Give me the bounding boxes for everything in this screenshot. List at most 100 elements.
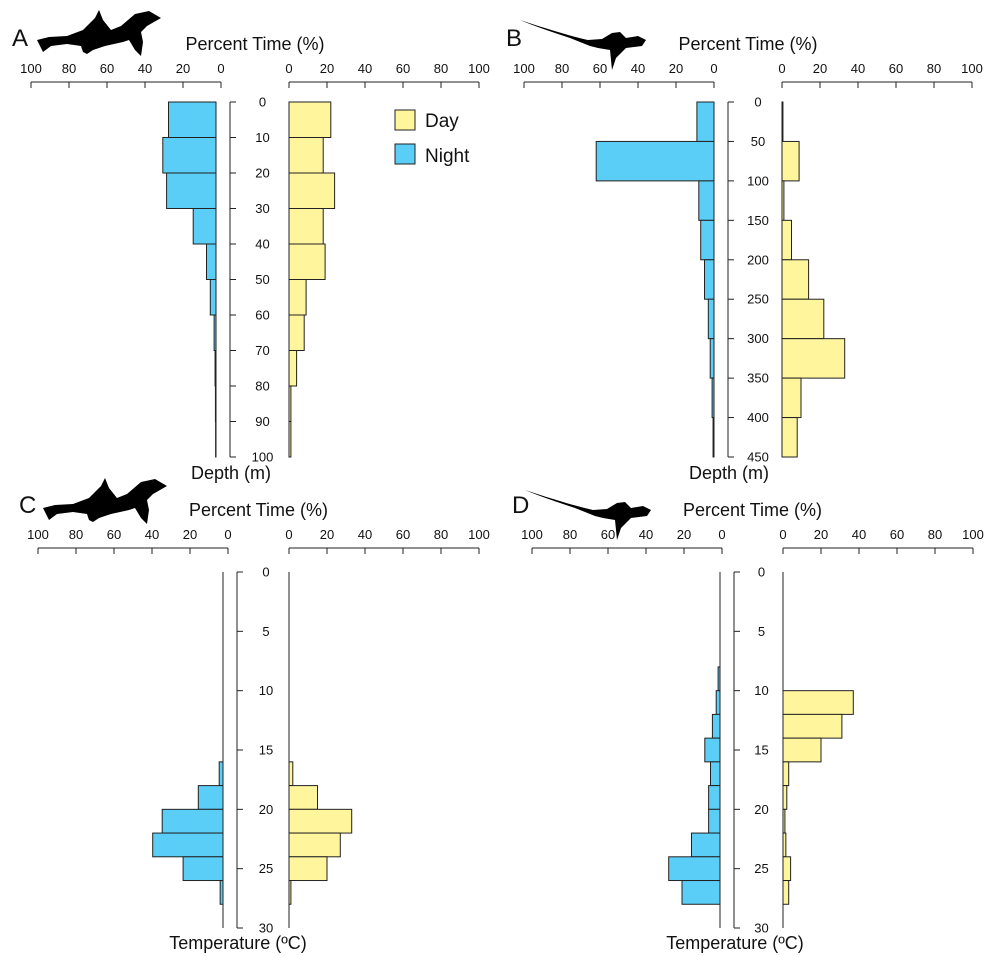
night-bar	[698, 180, 715, 221]
x-tick-label: 80	[69, 527, 83, 542]
x-axis-label: Percent Time (%)	[678, 34, 817, 54]
day-bar	[781, 101, 784, 142]
y-tick-label: 25	[259, 861, 273, 876]
night-bar	[710, 761, 721, 787]
y-tick-label: 70	[255, 343, 269, 358]
legend-day-label: Day	[425, 111, 459, 132]
y-tick-label: 30	[259, 921, 273, 936]
night-bar	[197, 785, 224, 810]
panel-b: B Percent Time (%) 0 20 40 60 80 100 0 20 40 60 80 10…	[506, 20, 983, 483]
night-bar	[707, 298, 715, 340]
x-tick-label: 20	[814, 527, 828, 542]
x-tick-label: 0	[285, 527, 292, 542]
night-bar	[218, 761, 224, 787]
x-tick-label: 60	[396, 527, 410, 542]
x-tick-label: 40	[631, 61, 645, 76]
thresher-shark-icon	[525, 490, 651, 540]
x-tick-label: 80	[434, 61, 448, 76]
x-tick-label: 20	[183, 527, 197, 542]
day-bar	[288, 243, 326, 280]
night-bar	[712, 417, 715, 458]
x-tick-label: 60	[889, 61, 903, 76]
y-tick-label: 80	[255, 379, 269, 394]
y-tick-label: 5	[262, 624, 269, 639]
panel-letter: D	[512, 492, 529, 519]
x-tick-label: 100	[962, 527, 984, 542]
night-bar	[206, 243, 217, 280]
night-bar	[168, 101, 217, 138]
day-bar	[288, 785, 318, 810]
night-bar	[219, 880, 224, 905]
day-bar	[781, 417, 798, 458]
panel-letter: B	[506, 25, 522, 52]
day-bar	[288, 832, 341, 858]
y-tick-label: 0	[262, 565, 269, 580]
y-tick-label: 40	[255, 237, 269, 252]
day-bar	[288, 350, 298, 387]
y-tick-label: 0	[754, 95, 761, 110]
legend-night-swatch	[394, 143, 416, 165]
x-axis-label: Percent Time (%)	[683, 500, 822, 520]
legend-day-swatch	[394, 109, 416, 131]
y-tick-label: 100	[252, 450, 274, 465]
y-tick-label: 0	[758, 565, 765, 580]
x-tick-label: 60	[396, 61, 410, 76]
x-tick-label: 60	[107, 527, 121, 542]
day-bar	[782, 880, 790, 905]
y-tick-label: 350	[747, 371, 769, 386]
y-tick-label: 20	[754, 802, 768, 817]
x-tick-label: 0	[778, 61, 785, 76]
day-bar	[288, 137, 324, 174]
day-bar	[782, 808, 786, 834]
day-bar	[781, 377, 802, 419]
x-tick-label: 0	[217, 61, 224, 76]
x-tick-label: 100	[513, 61, 535, 76]
day-bar	[288, 880, 292, 905]
hammerhead-shark-icon	[43, 478, 167, 524]
night-bar	[715, 690, 721, 715]
thresher-shark-icon	[520, 20, 646, 70]
night-bar	[696, 101, 715, 142]
day-bar	[782, 761, 790, 787]
y-tick-label: 20	[259, 802, 273, 817]
x-axis-label: Percent Time (%)	[189, 500, 328, 520]
day-bar	[782, 785, 788, 810]
y-tick-label: 5	[758, 624, 765, 639]
night-bar	[192, 208, 217, 245]
x-tick-label: 80	[434, 527, 448, 542]
y-tick-label: 30	[754, 921, 768, 936]
x-tick-label: 100	[961, 61, 983, 76]
y-tick-label: 250	[747, 292, 769, 307]
x-tick-label: 40	[852, 527, 866, 542]
day-bar	[288, 385, 292, 422]
hammerhead-shark-icon	[37, 10, 161, 56]
x-tick-label: 100	[20, 61, 42, 76]
day-bar	[288, 172, 336, 209]
x-tick-label: 60	[601, 527, 615, 542]
y-tick-label: 15	[754, 743, 768, 758]
day-bar	[782, 690, 854, 715]
day-bar	[781, 298, 825, 340]
x-tick-label: 40	[358, 61, 372, 76]
night-bar	[162, 137, 217, 174]
x-tick-label: 80	[927, 61, 941, 76]
y-tick-label: 30	[255, 201, 269, 216]
day-bar	[781, 140, 800, 182]
y-axis-label: Temperature (ºC)	[169, 933, 307, 953]
x-tick-label: 100	[521, 527, 543, 542]
panel-letter: C	[19, 492, 36, 519]
x-tick-label: 40	[851, 61, 865, 76]
x-tick-label: 80	[563, 527, 577, 542]
y-tick-label: 25	[754, 861, 768, 876]
x-tick-label: 20	[669, 61, 683, 76]
night-bar	[704, 737, 721, 763]
x-tick-label: 0	[224, 527, 231, 542]
y-tick-label: 0	[259, 95, 266, 110]
x-tick-label: 0	[710, 61, 717, 76]
day-bar	[288, 856, 328, 882]
x-tick-label: 60	[100, 61, 114, 76]
night-bar	[152, 832, 224, 858]
